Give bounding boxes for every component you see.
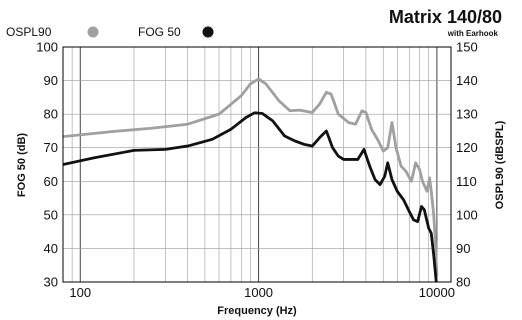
y-right-tick-label: 130 — [456, 107, 478, 122]
y-left-tick-label: 70 — [44, 140, 58, 155]
x-axis-title: Frequency (Hz) — [217, 305, 297, 317]
series-line-ospl90 — [63, 77, 439, 277]
legend-marker-ospl90 — [87, 26, 99, 38]
y-right-tick-label: 110 — [456, 174, 477, 189]
chart-title: Matrix 140/80 — [389, 7, 502, 27]
y-left-tick-label: 40 — [44, 241, 58, 256]
y-left-tick-label: 30 — [44, 275, 58, 290]
y-left-tick-label: 100 — [36, 40, 58, 55]
legend-marker-fog50 — [202, 26, 214, 38]
y-left-tick-label: 60 — [44, 174, 58, 189]
tick-labels: 30 40 50 60 70 80 90 100 80 90 100 110 120 130 140 150 1… — [36, 40, 477, 301]
x-tick-label: 1000 — [244, 285, 273, 300]
chart-subtitle: with Earhook — [447, 29, 499, 38]
y-right-tick-label: 90 — [456, 241, 470, 256]
plot-frame — [62, 46, 452, 283]
y-axis-left-title: FOG 50 (dB) — [16, 133, 28, 198]
y-right-tick-label: 140 — [456, 73, 478, 88]
y-left-tick-label: 50 — [44, 207, 58, 222]
legend: OSPL90 FOG 50 — [6, 25, 214, 39]
series-line-fog50 — [63, 111, 438, 282]
plot-area — [63, 47, 451, 282]
y-right-tick-label: 80 — [456, 275, 470, 290]
x-tick-label: 100 — [69, 285, 91, 300]
legend-label-ospl90: OSPL90 — [6, 25, 52, 39]
legend-label-fog50: FOG 50 — [138, 25, 181, 39]
y-right-tick-label: 100 — [456, 207, 478, 222]
y-right-tick-label: 150 — [456, 40, 478, 55]
y-left-tick-label: 90 — [44, 73, 58, 88]
x-tick-label: 10000 — [419, 285, 455, 300]
series-layer — [63, 77, 439, 282]
y-right-tick-label: 120 — [456, 140, 478, 155]
y-axis-right-title: OSPL90 (dBSPL) — [494, 120, 506, 209]
y-left-tick-label: 80 — [44, 107, 58, 122]
